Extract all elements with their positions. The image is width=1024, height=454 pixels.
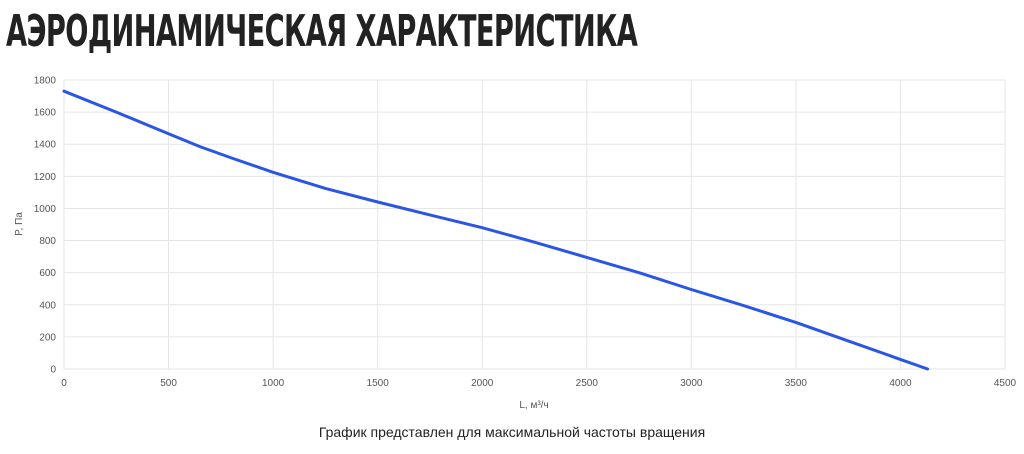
y-tick-label: 600 [39, 268, 56, 279]
x-tick-label: 4000 [889, 378, 912, 389]
x-tick-label: 1000 [262, 378, 285, 389]
pressure-flow-chart: 0 500 1000 1500 2000 2500 3000 3500 4000 4500 0 20… [0, 64, 1024, 424]
x-tick-label: 4500 [994, 378, 1017, 389]
y-axis-label: P, Па [14, 212, 25, 236]
series-line [62, 89, 930, 371]
x-axis-label: L, м³/ч [519, 400, 548, 411]
y-tick-label: 1000 [34, 204, 57, 215]
y-tick-label: 0 [50, 365, 56, 376]
x-tick-labels: 0 500 1000 1500 2000 2500 3000 3500 4000 4500 [61, 378, 1016, 389]
y-tick-label: 1400 [34, 140, 57, 151]
x-tick-label: 2000 [471, 378, 494, 389]
series-lines [62, 89, 930, 371]
chart-svg: 0 500 1000 1500 2000 2500 3000 3500 4000 4500 0 20… [14, 76, 1017, 412]
y-tick-label: 800 [39, 236, 56, 247]
grid-lines [63, 79, 1006, 370]
x-tick-label: 500 [160, 378, 177, 389]
y-tick-label: 200 [39, 332, 56, 343]
y-tick-label: 1800 [34, 76, 57, 87]
y-tick-label: 1200 [34, 172, 57, 183]
page-title: АЭРОДИНАМИЧЕСКАЯ ХАРАКТЕРИСТИКА [6, 6, 638, 57]
x-tick-label: 0 [61, 378, 67, 389]
x-tick-label: 2500 [576, 378, 599, 389]
y-tick-label: 400 [39, 300, 56, 311]
y-tick-labels: 0 200 400 600 800 1000 1200 1400 1600 1800 [34, 76, 57, 376]
x-tick-label: 1500 [367, 378, 390, 389]
x-tick-label: 3500 [785, 378, 808, 389]
x-tick-label: 3000 [680, 378, 703, 389]
y-tick-label: 1600 [34, 108, 57, 119]
chart-caption: График представлен для максимальной част… [318, 424, 706, 440]
